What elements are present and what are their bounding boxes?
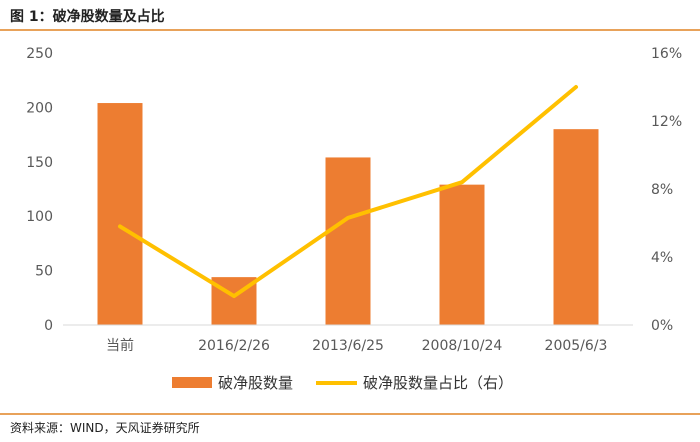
x-tick-label: 2005/6/3 [545,338,608,354]
top-rule [0,29,700,31]
y-left-tick-label: 250 [26,46,53,62]
figure-title: 图 1：破净股数量及占比 [10,9,165,25]
source-note: 资料来源：WIND，天风证券研究所 [10,421,200,435]
y-right-ticks: 0% 4% 8% 12% 16% [651,46,682,334]
bar [439,184,485,325]
legend: 破净股数量 破净股数量占比（右） [172,374,513,392]
y-left-tick-label: 150 [26,155,53,171]
x-tick-label: 当前 [106,337,134,354]
bar [97,103,143,325]
legend-label: 破净股数量占比（右） [363,374,513,392]
y-right-tick-label: 8% [651,182,673,198]
y-left-tick-label: 200 [26,100,53,116]
y-right-tick-label: 0% [651,318,673,334]
legend-swatch-bar [172,377,212,388]
line-series [118,85,578,299]
x-tick-label: 2013/6/25 [312,338,384,354]
bottom-rule [0,413,700,415]
x-ticks: 当前 2016/2/26 2013/6/25 2008/10/24 2005/6/3 [106,337,607,354]
y-right-tick-label: 12% [651,114,682,130]
y-left-tick-label: 100 [26,209,53,225]
y-left-tick-label: 50 [35,264,53,280]
x-tick-label: 2008/10/24 [422,338,503,354]
y-left-ticks: 0 50 100 150 200 250 [26,46,53,334]
x-tick-label: 2016/2/26 [198,338,270,354]
bars [97,103,599,325]
bar [325,157,371,325]
y-right-tick-label: 16% [651,46,682,62]
legend-label: 破净股数量 [218,374,293,392]
bar [553,129,599,325]
y-left-tick-label: 0 [44,318,53,334]
y-right-tick-label: 4% [651,250,673,266]
